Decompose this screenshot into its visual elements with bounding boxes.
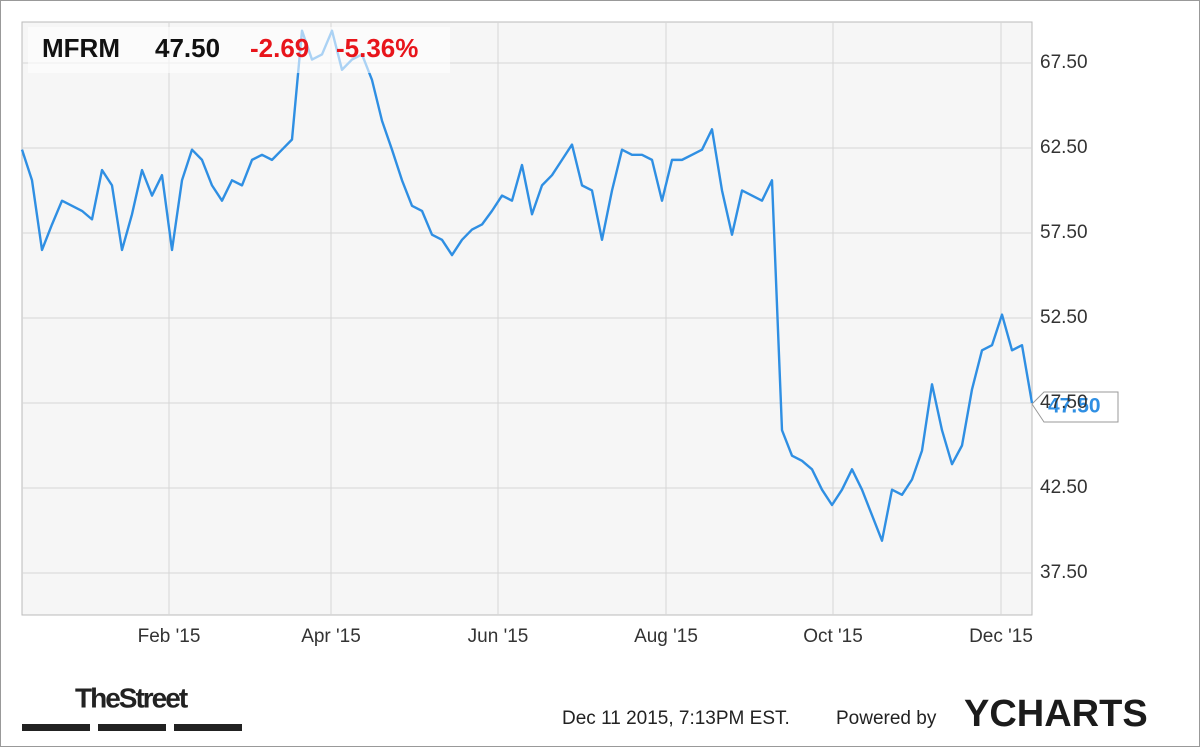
y-tick-label: 57.50 [1040, 222, 1088, 243]
powered-by: Powered by [836, 708, 937, 729]
y-tick-label: 47.50 [1040, 392, 1088, 413]
change-percent: -5.36% [336, 33, 418, 63]
brand-logo: YCHARTS [964, 693, 1148, 735]
y-tick-label: 37.50 [1040, 562, 1088, 583]
title-box [28, 27, 450, 73]
y-tick-label: 67.50 [1040, 52, 1088, 73]
price: 47.50 [155, 33, 220, 63]
x-tick-label: Oct '15 [803, 626, 863, 647]
x-tick-label: Dec '15 [969, 626, 1033, 647]
change: -2.69 [250, 33, 309, 63]
y-tick-label: 62.50 [1040, 137, 1088, 158]
last-price-tag [1031, 391, 1119, 423]
x-tick-label: Aug '15 [634, 626, 698, 647]
y-tick-label: 52.50 [1040, 307, 1088, 328]
ticker: MFRM [42, 33, 120, 63]
y-tick-label: 42.50 [1040, 477, 1088, 498]
timestamp: Dec 11 2015, 7:13PM EST. [562, 708, 790, 729]
price-line [20, 29, 1034, 542]
source-logo: TheStreet [75, 682, 188, 713]
x-tick-label: Feb '15 [138, 626, 201, 647]
last-price-label: 47.50 [1048, 395, 1101, 418]
plot-area [21, 21, 1033, 616]
logo-bar [22, 724, 90, 731]
x-tick-label: Jun '15 [468, 626, 529, 647]
logo-bar [98, 724, 166, 731]
x-tick-label: Apr '15 [301, 626, 361, 647]
logo-bar [174, 724, 242, 731]
